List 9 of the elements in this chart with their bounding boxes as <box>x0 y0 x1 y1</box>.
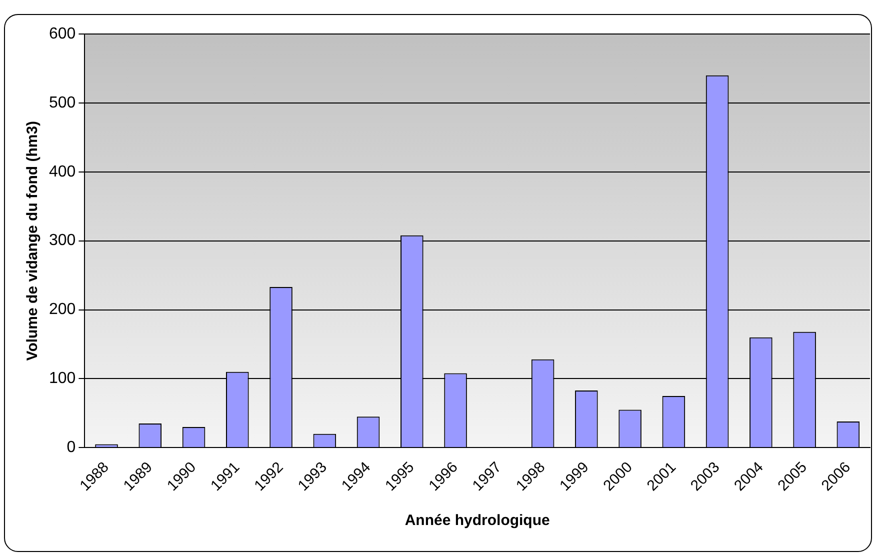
y-tick-label: 0 <box>66 439 76 456</box>
x-axis-title: Année hydrologique <box>404 512 550 530</box>
y-tick-label: 600 <box>48 25 76 42</box>
y-tick-label: 100 <box>48 370 76 388</box>
y-tick-label: 300 <box>48 232 76 250</box>
y-tick-label: 400 <box>48 163 76 180</box>
y-tick-label: 500 <box>48 94 76 112</box>
y-axis-title: Volume de vidange du fond (hm3) <box>24 120 42 361</box>
y-tick-label: 200 <box>48 301 76 318</box>
